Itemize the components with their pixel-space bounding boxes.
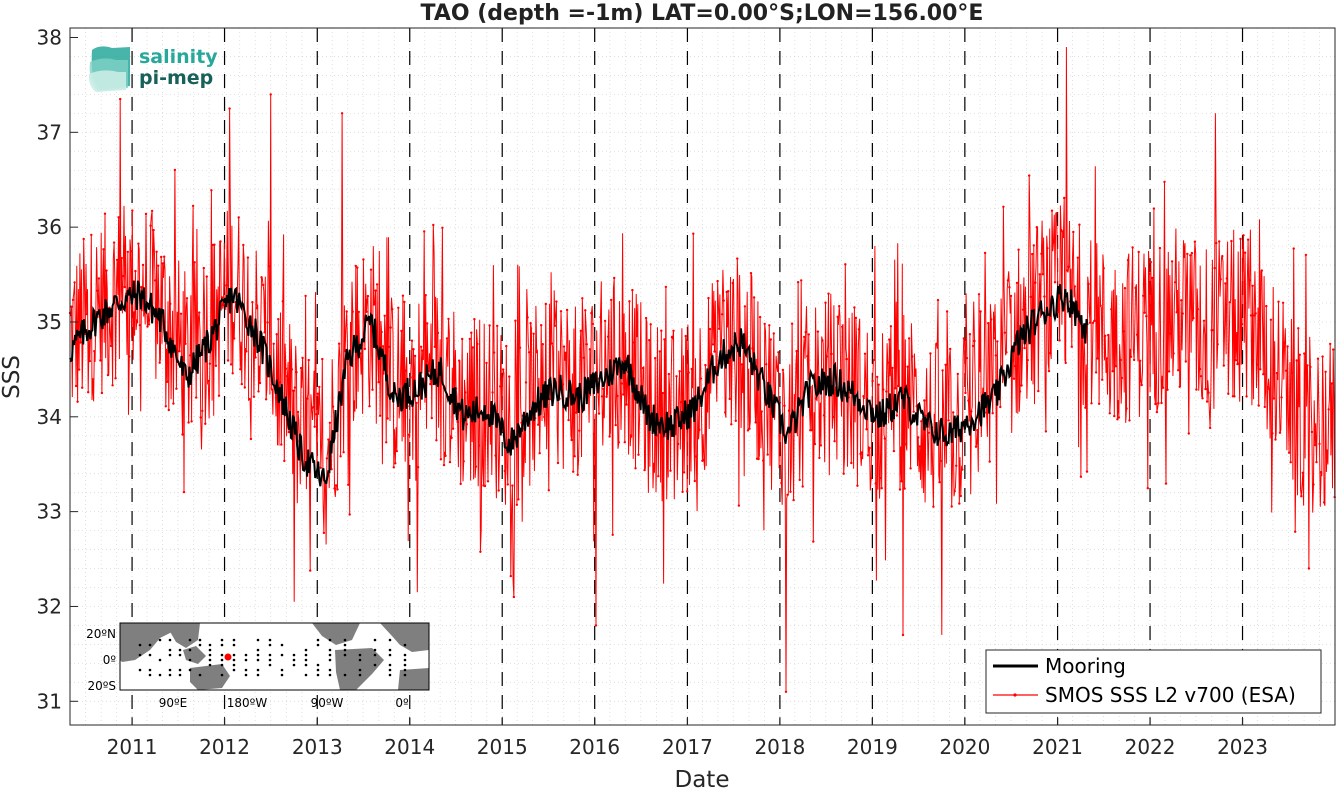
x-tick-label: 2016 [569,735,620,759]
x-tick-label: 2021 [1032,735,1083,759]
logo-text-salinity: salinity [139,46,218,68]
inset-frame [119,622,430,691]
inset-location-map: 20ºN 0º 20ºS 90ºE 180ºW 90ºW 0º [86,622,430,710]
series-mooring [69,280,1089,487]
x-tick-label: 2022 [1125,735,1176,759]
x-tick-label: 2012 [199,735,250,759]
inset-lat-label-20s: 20ºS [87,679,116,693]
x-tick-label: 2019 [847,735,898,759]
inset-mooring-dots [138,638,407,677]
mooring-line [69,280,1089,487]
y-tick-label: 34 [37,405,62,429]
logo-text-pi-mep: pi-mep [139,67,213,89]
year-boundary-lines [131,28,1244,725]
y-tick-label: 38 [37,25,62,49]
y-ticks: 31 32 33 34 35 36 37 38 [37,25,78,713]
legend-mooring-label: Mooring [1045,654,1126,678]
x-tick-label: 2017 [662,735,713,759]
inset-lon-label-90e: 90ºE [159,696,188,710]
inset-lat-label-20n: 20ºN [86,627,116,641]
x-tick-label: 2015 [477,735,528,759]
x-tick-label: 2014 [384,735,435,759]
legend-box [985,649,1322,714]
y-tick-label: 36 [37,215,62,239]
x-tick-label: 2011 [107,735,158,759]
x-ticks: 2011 2012 2013 2014 2015 2016 2017 2018 2019 2020… [107,717,1268,759]
x-axis-label: Date [675,767,730,790]
inset-lon-label-90w: 90ºW [311,696,344,710]
y-tick-label: 37 [37,120,62,144]
inset-lon-label-0: 0º [395,696,409,710]
y-tick-label: 32 [37,594,62,618]
x-tick-label: 2023 [1217,735,1268,759]
y-axis-label: SSS [0,355,25,399]
inset-lon-label-180w: 180ºW [227,696,268,710]
salinity-pi-mep-logo: salinity pi-mep [88,46,218,92]
y-tick-label: 33 [37,500,62,524]
plot-area-frame [69,27,1336,726]
logo-waves-icon [88,46,130,92]
inset-lat-label-0: 0º [103,653,117,667]
grid [70,28,1335,725]
legend: Mooring SMOS SSS L2 v700 (ESA) [985,649,1322,714]
inset-selected-mooring-marker [224,653,232,661]
x-tick-label: 2013 [292,735,343,759]
chart-title: TAO (depth =-1m) LAT=0.00°S;LON=156.00°E [421,1,984,26]
legend-smos-label: SMOS SSS L2 v700 (ESA) [1045,683,1296,707]
x-tick-label: 2018 [754,735,805,759]
x-tick-label: 2020 [939,735,990,759]
y-tick-label: 35 [37,310,62,334]
y-tick-label: 31 [37,689,62,713]
